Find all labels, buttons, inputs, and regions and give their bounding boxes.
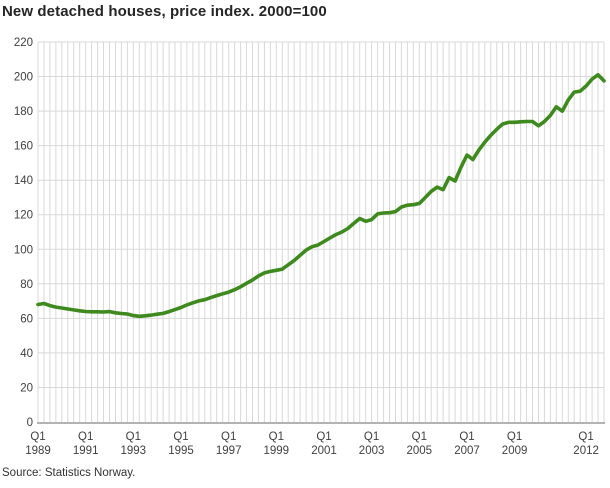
svg-text:1993: 1993 [121,445,147,457]
source-note: Source: Statistics Norway. [2,467,136,479]
svg-text:Q1: Q1 [221,431,236,443]
svg-text:Q1: Q1 [126,431,141,443]
svg-text:1997: 1997 [216,445,242,457]
svg-text:Q1: Q1 [173,431,188,443]
svg-text:1995: 1995 [168,445,194,457]
price-index-line [36,73,606,319]
svg-text:100: 100 [14,244,33,256]
svg-text:2012: 2012 [573,445,599,457]
chart-title: New detached houses, price index. 2000=1… [2,3,327,20]
vertical-gridlines [37,42,605,422]
svg-text:180: 180 [14,106,33,118]
svg-text:200: 200 [14,72,33,84]
svg-text:Q1: Q1 [507,431,522,443]
svg-text:120: 120 [14,210,33,222]
svg-text:Q1: Q1 [30,431,45,443]
svg-text:60: 60 [20,313,33,325]
horizontal-gridlines [38,41,604,388]
svg-text:Q1: Q1 [459,431,474,443]
svg-text:2001: 2001 [311,445,337,457]
svg-text:1989: 1989 [25,445,51,457]
x-axis-labels: Q1 1989 Q1 1991 Q1 1993 Q1 1995 Q1 1997 Q1 1999 Q1 20… [25,431,599,457]
svg-text:Q1: Q1 [316,431,331,443]
svg-text:Q1: Q1 [364,431,379,443]
svg-text:220: 220 [14,37,33,49]
svg-text:2003: 2003 [359,445,385,457]
svg-text:20: 20 [20,383,33,395]
svg-text:0: 0 [27,417,33,429]
svg-text:80: 80 [20,279,33,291]
svg-text:Q1: Q1 [412,431,427,443]
svg-text:Q1: Q1 [78,431,93,443]
svg-text:40: 40 [20,348,33,360]
svg-text:140: 140 [14,175,33,187]
svg-text:2007: 2007 [454,445,480,457]
svg-text:2009: 2009 [502,445,528,457]
svg-text:Q1: Q1 [578,431,593,443]
svg-text:160: 160 [14,141,33,153]
svg-text:1999: 1999 [264,445,290,457]
svg-text:Q1: Q1 [269,431,284,443]
price-index-chart: 0 20 40 60 80 100 120 140 160 180 200 220 Q1 1989 Q1 19… [14,37,606,457]
svg-text:1991: 1991 [73,445,99,457]
y-axis-labels: 0 20 40 60 80 100 120 140 160 180 200 220 [14,37,33,429]
svg-text:2005: 2005 [407,445,433,457]
